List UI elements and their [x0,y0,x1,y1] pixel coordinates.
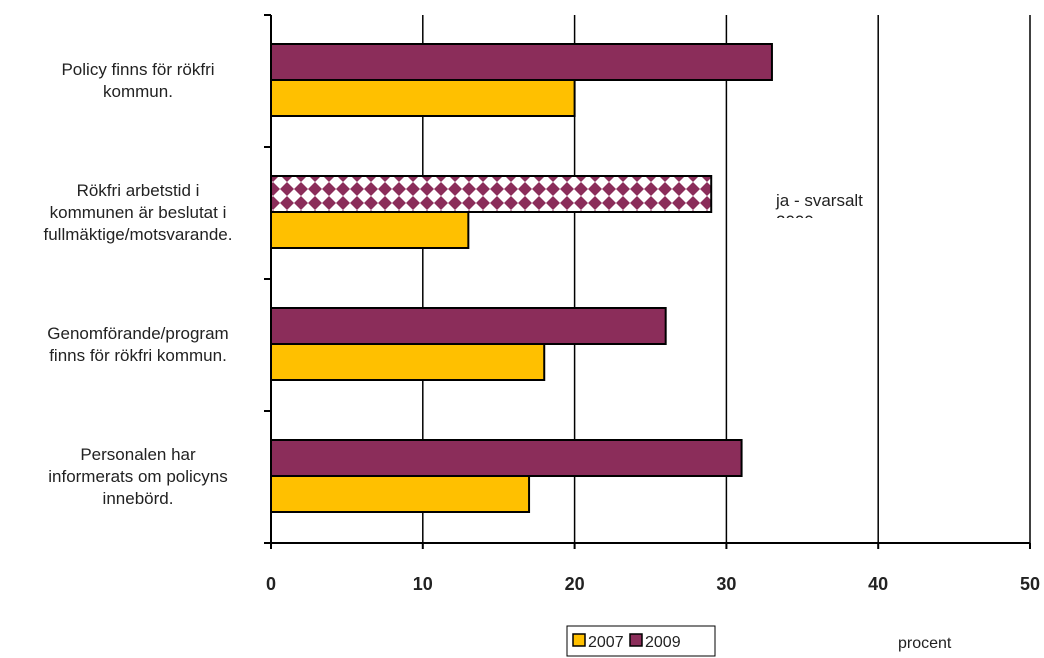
category-labels: Policy finns för rökfri kommun. Rökfri arb… [44,60,233,508]
x-tick-label-50: 50 [1020,574,1040,594]
x-tick-label-40: 40 [868,574,888,594]
x-tick-label-10: 10 [413,574,433,594]
bar-2007-cat-1 [270,79,576,117]
category-label-1-line-2: kommun. [103,82,173,101]
bar-2007-cat-4 [270,475,531,513]
category-label-2-line-1: Rökfri arbetstid i [77,181,200,200]
legend-swatch-2009 [629,633,643,647]
annotation-line-1: ja - svarsalt [775,191,863,210]
bar-2009-cat-4 [270,439,743,477]
bar-2009-cat-3 [270,307,667,345]
bar-2007-cat-2 [270,211,470,249]
legend-swatch-2007 [572,633,586,647]
annotation-line-2: 2009 [776,212,814,231]
x-tick-label-30: 30 [716,574,736,594]
category-label-4-line-2: informerats om policyns [48,467,228,486]
category-label-2-line-3: fullmäktige/motsvarande. [44,225,233,244]
category-label-3-line-2: finns för rökfri kommun. [49,346,227,365]
x-tick-labels: 0 10 20 30 40 50 [266,574,1040,594]
bar-2009-cat-2 [270,175,713,213]
legend-label-2009: 2009 [645,634,681,651]
legend: 2007 2009 [566,625,716,657]
category-label-1-line-1: Policy finns för rökfri [61,60,214,79]
x-tick-label-0: 0 [266,574,276,594]
legend-label-2007: 2007 [588,634,624,651]
category-label-3-line-1: Genomförande/program [47,324,228,343]
x-tick-label-20: 20 [565,574,585,594]
axes [264,14,1031,549]
category-label-4-line-1: Personalen har [80,445,196,464]
category-label-2-line-2: kommunen är beslutat i [50,203,227,222]
bars [270,43,773,513]
x-axis-unit-label: procent [898,635,952,652]
category-label-4-line-3: innebörd. [103,489,174,508]
bar-2007-cat-3 [270,343,546,381]
bar-2009-cat-1 [270,43,773,81]
annotation: ja - svarsalt 2009 [775,191,863,231]
